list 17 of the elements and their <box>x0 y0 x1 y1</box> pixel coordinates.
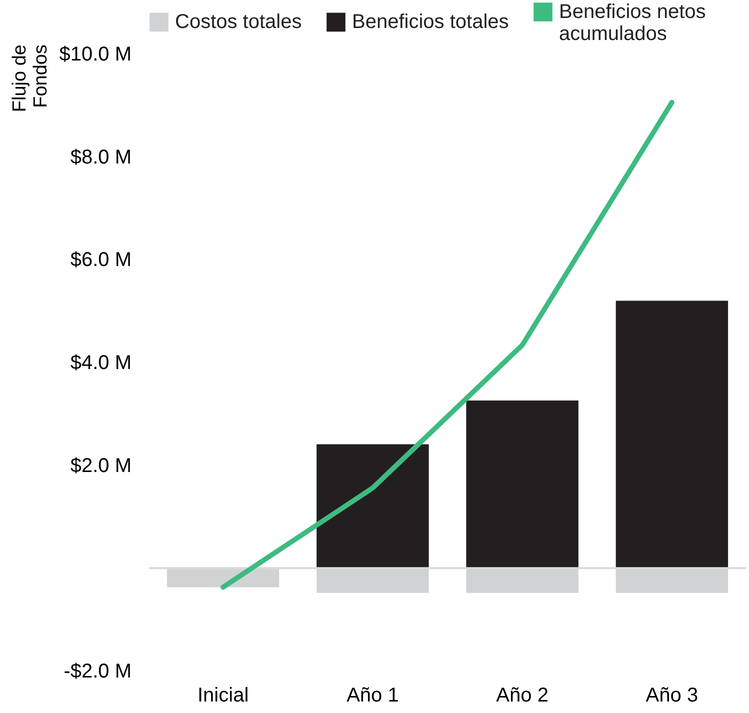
bar <box>466 400 578 568</box>
y-axis-title: Flujo de Fondos <box>10 44 52 112</box>
y-tick-label: $6.0 M <box>70 249 132 272</box>
y-tick-label: -$2.0 M <box>64 660 132 682</box>
x-tick-label: Año 2 <box>496 684 548 706</box>
x-tick-label: Año 3 <box>646 684 698 706</box>
bar <box>616 300 728 568</box>
bar <box>316 444 429 568</box>
x-tick-label: Inicial <box>197 684 249 706</box>
y-tick-label: $2.0 M <box>70 454 132 477</box>
x-tick-label: Año 1 <box>346 684 399 706</box>
y-tick-label: $8.0 M <box>70 146 132 168</box>
legend-label: Costos totales <box>175 11 302 34</box>
y-tick-label: $10.0 M <box>59 44 132 66</box>
legend-label: Beneficios netos acumulados <box>559 1 706 45</box>
y-tick-label: $4.0 M <box>70 352 132 374</box>
legend-label: Beneficios totales <box>352 11 509 34</box>
